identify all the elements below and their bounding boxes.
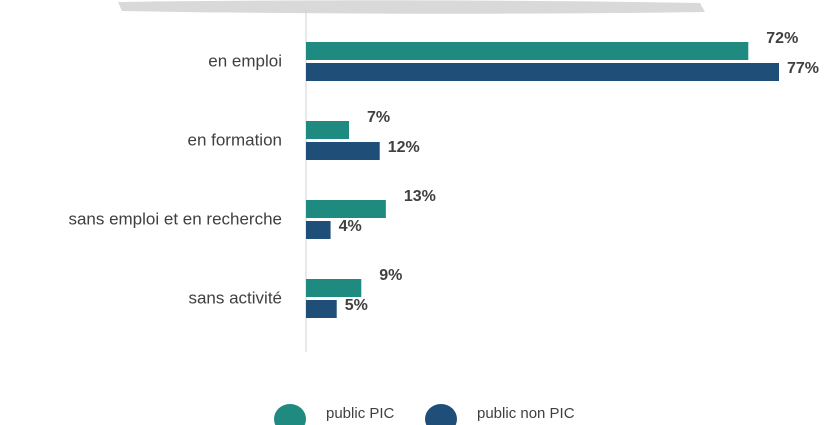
- bar: [306, 200, 386, 218]
- bar: [306, 121, 349, 139]
- bar: [306, 300, 337, 318]
- data-label: 72%: [766, 30, 798, 47]
- brush-decoration: [118, 0, 705, 14]
- bar: [306, 221, 331, 239]
- y-tick-label: sans activité: [188, 288, 282, 307]
- data-label: 4%: [339, 218, 362, 235]
- y-tick-label: en formation: [188, 130, 283, 149]
- data-label: 7%: [367, 109, 390, 126]
- bar: [306, 142, 380, 160]
- data-label: 13%: [404, 188, 436, 205]
- data-label: 9%: [379, 267, 402, 284]
- y-tick-label: sans emploi et en recherche: [68, 209, 282, 228]
- legend-label: public non PIC: [477, 405, 575, 422]
- legend-swatch: [274, 404, 306, 425]
- legend-label: public PIC: [326, 405, 395, 422]
- bar: [306, 63, 779, 81]
- data-label: 77%: [787, 60, 819, 77]
- bar: [306, 279, 362, 297]
- bar: [306, 42, 749, 60]
- data-label: 5%: [345, 297, 368, 314]
- data-label: 12%: [388, 139, 420, 156]
- y-tick-label: en emploi: [208, 51, 282, 70]
- legend-swatch: [425, 404, 457, 425]
